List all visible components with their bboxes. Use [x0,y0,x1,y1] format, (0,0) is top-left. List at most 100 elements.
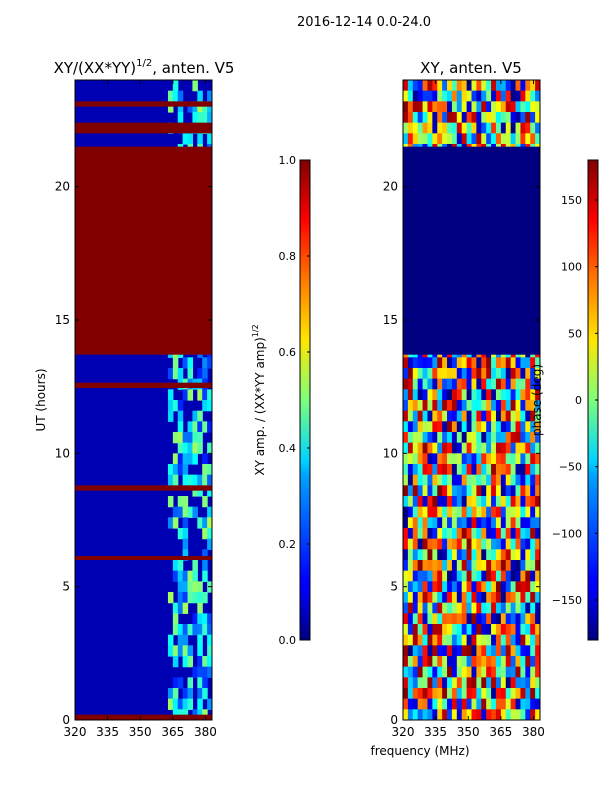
heatmap-cell [172,517,179,529]
heatmap-cell [510,624,517,636]
heatmap-cell [466,453,473,465]
heatmap-cell [495,677,502,689]
heatmap-cell [461,410,468,422]
heatmap-cell [510,357,517,369]
heatmap-cell [451,442,458,454]
heatmap-cell [481,90,487,102]
heatmap-cell [510,400,517,412]
heatmap-cell [432,634,438,646]
heatmap-cell [437,624,443,636]
heatmap-cell [510,517,517,529]
heatmap-cell [530,613,536,625]
heatmap-cell [412,432,419,444]
heatmap-cell [432,112,438,124]
heatmap-cell [500,400,507,412]
heatmap-cell [182,645,189,657]
heatmap-cell [403,570,409,582]
heatmap-cell [202,613,208,625]
heatmap-cell [427,453,433,465]
heatmap-cell [407,442,414,454]
heatmap-cell [530,645,536,657]
heatmap-cell [476,506,482,518]
heatmap-cell [417,592,424,604]
heatmap-cell [491,378,497,390]
heatmap-cell [407,517,414,529]
heatmap-cell [481,432,487,444]
heatmap-cell [197,666,203,678]
heatmap-cell [422,634,429,646]
heatmap-cell [422,570,429,582]
heatmap-cell [525,432,531,444]
heatmap-cell [510,453,517,465]
heatmap-cell [515,634,522,646]
heatmap-cell [197,688,203,700]
heatmap-cell [461,442,468,454]
heatmap-cell [442,496,448,508]
heatmap-cell [505,602,512,614]
heatmap-cell [505,357,512,369]
heatmap-cell [505,90,512,102]
heatmap-cell [486,474,492,486]
heatmap-cell [427,570,433,582]
heatmap-cell [535,389,540,401]
heatmap-cell [447,389,453,401]
heatmap-cell [481,421,487,433]
heatmap-cell [525,602,531,614]
colorbar-tick-label: −100 [552,527,582,540]
heatmap-cell [437,133,443,145]
heatmap-cell [466,368,473,380]
heatmap-cell [177,645,184,657]
heatmap-cell [461,656,468,668]
heatmap-cell [447,421,453,433]
heatmap-cell [476,538,482,550]
heatmap-cell [207,112,212,124]
heatmap-cell [456,101,463,113]
heatmap-cell [495,432,502,444]
heatmap-cell [491,549,497,561]
heatmap-cell [432,666,438,678]
heatmap-cell [432,538,438,550]
heatmap-cell [447,496,453,508]
heatmap-cell [432,570,438,582]
heatmap-cell [471,474,477,486]
heatmap-cell [491,80,497,92]
heatmap-cell [417,389,424,401]
heatmap-cell [447,634,453,646]
heatmap-cell [437,570,443,582]
heatmap-cell [515,570,522,582]
heatmap-cell [520,709,526,720]
heatmap-region [75,146,212,355]
heatmap-cell [520,581,526,593]
heatmap-cell [417,453,424,465]
heatmap-cell [437,112,443,124]
heatmap-cell [456,122,463,134]
heatmap-cell [412,421,419,433]
heatmap-cell [535,453,540,465]
heatmap-cell [427,389,433,401]
heatmap-cell [525,709,531,720]
heatmap-cell [520,453,526,465]
heatmap-cell [447,133,453,145]
heatmap-cell [207,506,212,518]
heatmap-cell [447,570,453,582]
heatmap-cell [495,464,502,476]
heatmap-cell [177,581,184,593]
heatmap-cell [192,101,198,113]
heatmap-cell [182,624,189,636]
heatmap-cell [495,613,502,625]
heatmap-cell [535,592,540,604]
heatmap-cell [471,485,477,497]
y-tick-label: 15 [383,313,398,327]
heatmap-cell [505,133,512,145]
heatmap-cell [451,538,458,550]
heatmap-cell [403,410,409,422]
heatmap-cell [520,528,526,540]
heatmap-cell [207,442,212,454]
heatmap-cell [486,709,492,720]
heatmap-cell [422,538,429,550]
heatmap-cell [432,80,438,92]
heatmap-cell [427,410,433,422]
heatmap-cell [495,378,502,390]
heatmap-cell [417,581,424,593]
heatmap-cell [407,538,414,550]
